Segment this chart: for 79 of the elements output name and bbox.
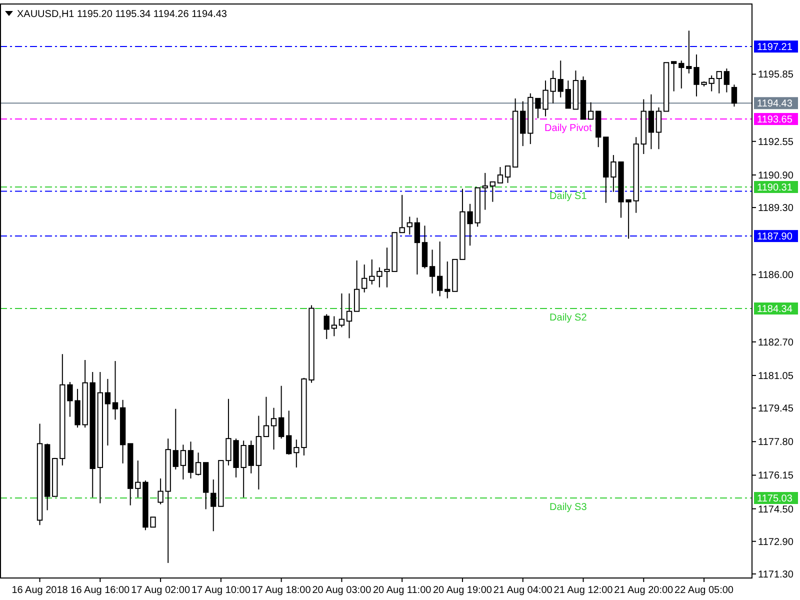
ref-line-label: 1184.34 (757, 304, 793, 316)
y-tick-label: 1172.90 (758, 536, 794, 548)
x-tick-label: 17 Aug 02:00 (131, 585, 190, 596)
candlestick (490, 181, 496, 202)
y-tick-label: 1186.00 (758, 270, 794, 282)
candlestick (112, 360, 118, 420)
annotation: Daily S2 (550, 312, 588, 324)
candlestick (324, 314, 330, 340)
candlestick (716, 71, 722, 94)
candlestick (278, 385, 284, 440)
candlestick (195, 452, 202, 476)
candlestick (331, 316, 337, 337)
candlestick (263, 396, 270, 438)
ref-line-label: 1175.03 (757, 494, 793, 505)
candlestick (565, 80, 571, 109)
x-tick-label: 21 Aug 04:00 (493, 585, 553, 596)
candlestick (588, 102, 594, 120)
y-tick-label: 1179.45 (758, 404, 794, 415)
ref-line-label: 1194.43 (757, 98, 793, 110)
candlestick (724, 68, 730, 93)
candlestick (429, 249, 436, 294)
candlestick (671, 61, 677, 92)
y-tick-label: 1174.50 (758, 504, 794, 516)
y-tick-label: 1176.15 (758, 470, 794, 482)
candlestick (520, 100, 526, 147)
candlestick (172, 408, 178, 470)
candlestick (188, 441, 194, 479)
candlestick (248, 440, 254, 474)
text: XAUUSD,H1 1195.20 1195.34 1194.26 1194.43 (17, 9, 228, 20)
x-tick-label: 16 Aug 2018 (12, 585, 68, 596)
candlestick (731, 84, 738, 108)
ref-line-label: 1197.21 (757, 42, 793, 54)
x-tick-label: 22 Aug 05:00 (674, 585, 734, 596)
candlestick (354, 260, 360, 312)
candlestick (286, 410, 292, 456)
x-tick-label: 17 Aug 18:00 (252, 585, 312, 596)
y-tick-label: 1195.85 (758, 70, 794, 81)
x-tick-label: 20 Aug 03:00 (312, 585, 372, 596)
y-tick-label: 1192.55 (758, 136, 794, 148)
candlestick (210, 478, 216, 532)
ref-line-label: 1187.90 (757, 232, 793, 243)
candlestick (270, 407, 277, 450)
candlestick (444, 260, 450, 299)
y-tick-label: 1182.70 (758, 337, 794, 348)
y-tick-label: 1177.80 (758, 437, 794, 448)
candlestick (648, 94, 654, 150)
candlestick (406, 216, 412, 236)
candlestick (399, 194, 405, 234)
candlestick (504, 166, 511, 184)
candlestick (135, 460, 141, 498)
candlestick (558, 60, 564, 98)
candlestick (338, 292, 345, 328)
annotation: Daily S3 (550, 502, 588, 514)
annotation: Daily S1 (550, 190, 588, 202)
y-tick-label: 1171.30 (758, 569, 794, 580)
y-tick-label: 1190.90 (758, 170, 794, 182)
candlestick (497, 166, 504, 184)
ref-line-label: 1193.65 (757, 114, 793, 126)
candlestick (656, 106, 662, 150)
y-tick-label: 1189.30 (758, 203, 794, 214)
y-tick-label: 1181.05 (758, 370, 794, 382)
annotation: Daily Pivot (544, 123, 592, 134)
candlestick (414, 217, 420, 276)
x-tick-label: 16 Aug 16:00 (70, 585, 130, 596)
x-tick-label: 20 Aug 11:00 (372, 585, 432, 596)
candlestick (362, 264, 368, 293)
candlestick (482, 172, 488, 210)
candlestick (369, 258, 375, 285)
x-tick-label: 21 Aug 12:00 (554, 585, 614, 596)
candlestick (158, 478, 164, 505)
x-tick-label: 21 Aug 20:00 (614, 585, 674, 596)
candlestick (346, 292, 352, 339)
candlestick (180, 444, 186, 480)
candlestick (678, 60, 684, 89)
candlestick (104, 378, 111, 446)
candlestick (437, 241, 443, 297)
ref-line-label: 1190.31 (757, 182, 793, 194)
x-tick-label: 20 Aug 19:00 (433, 585, 492, 596)
x-tick-label: 17 Aug 10:00 (191, 585, 251, 596)
